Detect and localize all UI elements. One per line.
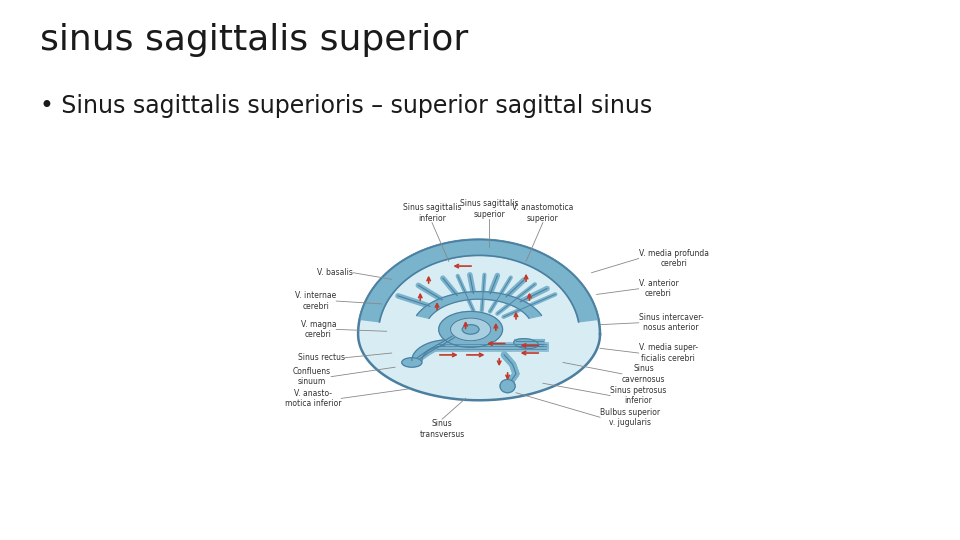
Text: Sinus sagittalis
superior: Sinus sagittalis superior [460,199,518,219]
Polygon shape [360,240,598,322]
Circle shape [463,325,479,334]
Text: Sinus sagittalis
inferior: Sinus sagittalis inferior [403,203,461,222]
Circle shape [450,318,491,341]
Polygon shape [417,292,541,318]
Circle shape [439,312,503,347]
Text: V. anastomotica
superior: V. anastomotica superior [513,203,573,222]
Text: V. media profunda
cerebri: V. media profunda cerebri [638,249,708,268]
Text: V. internae
cerebri: V. internae cerebri [295,292,336,310]
Text: V. magna
cerebri: V. magna cerebri [300,320,336,339]
Text: Sinus
cavernosus: Sinus cavernosus [622,364,665,383]
Text: Confluens
sinuum: Confluens sinuum [293,367,331,386]
Text: V. anasto-
motica inferior: V. anasto- motica inferior [285,389,342,408]
Text: Sinus rectus: Sinus rectus [298,353,345,362]
Text: sinus sagittalis superior: sinus sagittalis superior [40,23,468,57]
Ellipse shape [401,357,421,367]
Text: Sinus petrosus
inferior: Sinus petrosus inferior [611,386,666,405]
Text: V. basalis: V. basalis [317,268,353,277]
Polygon shape [412,340,444,361]
Ellipse shape [514,339,539,348]
Text: Sinus intercaver-
nosus anterior: Sinus intercaver- nosus anterior [638,313,704,333]
Text: • Sinus sagittalis superioris – superior sagittal sinus: • Sinus sagittalis superioris – superior… [40,94,653,118]
Text: Bulbus superior
v. jugularis: Bulbus superior v. jugularis [600,408,660,427]
Text: Sinus
transversus: Sinus transversus [420,419,465,438]
Polygon shape [358,240,600,400]
Ellipse shape [500,380,516,393]
Text: V. anterior
cerebri: V. anterior cerebri [638,279,679,299]
Text: V. media super-
ficialis cerebri: V. media super- ficialis cerebri [638,343,698,363]
